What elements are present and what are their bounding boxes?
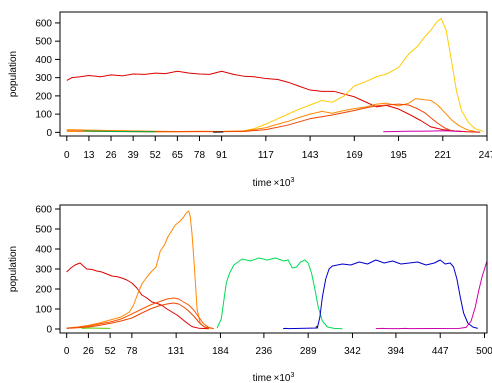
y-tick-label: 0 bbox=[46, 325, 52, 336]
x-tick-label: 342 bbox=[344, 346, 361, 357]
series-group bbox=[66, 210, 487, 330]
series-line-8 bbox=[315, 325, 318, 328]
x-tick-label: 65 bbox=[172, 150, 184, 161]
x-tick-label: 394 bbox=[388, 346, 405, 357]
x-tick-label: 78 bbox=[194, 150, 206, 161]
x-tick-label: 500 bbox=[476, 346, 492, 357]
x-tick-label: 247 bbox=[479, 150, 492, 161]
x-tick-label: 91 bbox=[216, 150, 228, 161]
y-tick-label: 500 bbox=[35, 225, 52, 236]
top-plot: 0 100 200 300 400 500 600 0 13 26 39 52 65 78 91 117 143… bbox=[8, 11, 492, 189]
series-line-3 bbox=[66, 302, 209, 329]
x-tick-label: 117 bbox=[258, 150, 274, 161]
series-line-2 bbox=[66, 98, 476, 132]
x-axis-multiplier: ×10 bbox=[274, 178, 291, 189]
y-tick-label: 0 bbox=[46, 128, 52, 139]
x-tick-label: 39 bbox=[128, 150, 140, 161]
series-line-0 bbox=[66, 262, 209, 330]
series-line-4 bbox=[83, 130, 156, 133]
series-line-7 bbox=[375, 260, 487, 330]
y-tick-label: 200 bbox=[35, 285, 52, 296]
y-tick-label: 600 bbox=[35, 205, 52, 216]
y-axis-title: population bbox=[8, 51, 19, 97]
x-tick-label: 221 bbox=[434, 150, 451, 161]
x-axis-label: time bbox=[253, 178, 272, 189]
x-tick-label: 447 bbox=[432, 346, 449, 357]
x-tick-label: 195 bbox=[390, 150, 407, 161]
x-tick-label: 52 bbox=[105, 346, 117, 357]
y-tick-label: 500 bbox=[35, 37, 52, 48]
plot-frame bbox=[59, 204, 488, 334]
y-tick-label: 300 bbox=[35, 73, 52, 84]
x-tick-label: 289 bbox=[300, 346, 317, 357]
x-tick-label: 52 bbox=[150, 150, 162, 161]
x-tick-label: 131 bbox=[168, 346, 185, 357]
y-axis-title: population bbox=[8, 246, 19, 292]
x-axis-exponent: 3 bbox=[290, 372, 294, 379]
x-tick-label: 236 bbox=[256, 346, 273, 357]
series-line-2 bbox=[66, 297, 214, 330]
x-tick-label: 0 bbox=[64, 346, 70, 357]
x-tick-label: 169 bbox=[346, 150, 363, 161]
x-axis-title: time ×103 bbox=[253, 177, 295, 189]
series-line-1 bbox=[66, 210, 213, 330]
plot-frame bbox=[59, 11, 488, 137]
y-tick-label: 400 bbox=[35, 55, 52, 66]
series-line-0 bbox=[66, 70, 481, 133]
x-axis-label: time bbox=[253, 373, 272, 383]
series-group bbox=[66, 17, 484, 133]
x-axis-multiplier: ×10 bbox=[274, 373, 291, 383]
series-line-6 bbox=[383, 130, 462, 133]
x-axis-exponent: 3 bbox=[290, 177, 294, 184]
y-tick-label: 400 bbox=[35, 245, 52, 256]
series-line-6 bbox=[283, 259, 478, 330]
x-axis-title: time ×103 bbox=[253, 372, 295, 383]
y-tick-label: 600 bbox=[35, 18, 52, 29]
x-tick-label: 0 bbox=[64, 150, 70, 161]
y-tick-label: 200 bbox=[35, 91, 52, 102]
x-tick-label: 26 bbox=[83, 346, 95, 357]
series-line-3 bbox=[66, 103, 462, 133]
series-line-4 bbox=[216, 257, 343, 330]
x-tick-label: 143 bbox=[302, 150, 319, 161]
x-tick-label: 13 bbox=[83, 150, 95, 161]
x-tick-label: 184 bbox=[212, 346, 229, 357]
x-tick-label: 78 bbox=[126, 346, 138, 357]
y-tick-label: 100 bbox=[35, 110, 52, 121]
y-tick-label: 100 bbox=[35, 305, 52, 316]
x-tick-label: 26 bbox=[105, 150, 117, 161]
y-tick-label: 300 bbox=[35, 265, 52, 276]
